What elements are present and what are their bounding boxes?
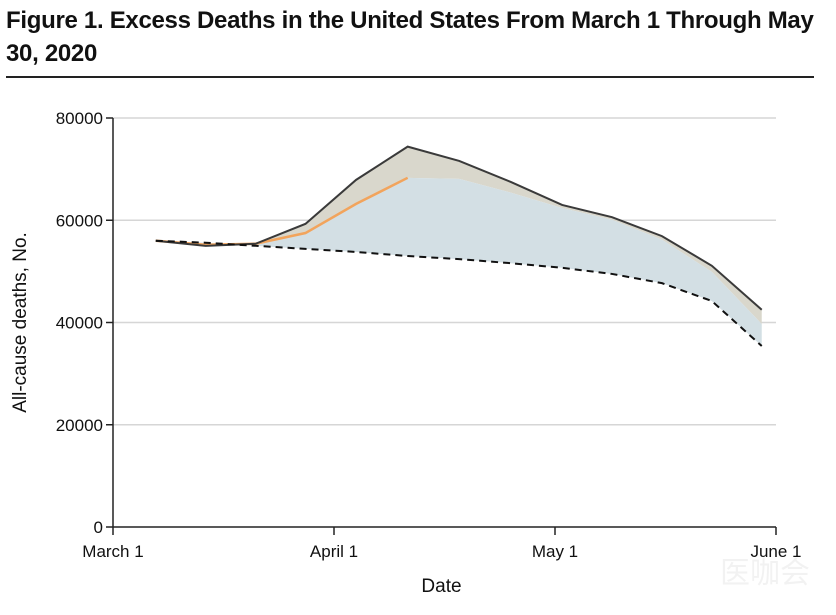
x-tick-label: May 1 [532, 542, 578, 561]
title-rule [6, 76, 814, 78]
covid-deaths-area [155, 177, 762, 347]
y-tick-label: 40000 [56, 314, 103, 333]
y-tick-label: 60000 [56, 211, 103, 230]
x-axis-label: Date [421, 576, 461, 597]
y-tick-label: 0 [94, 518, 103, 537]
watermark-logo: 医咖会 [720, 557, 810, 590]
figure-title: Figure 1. Excess Deaths in the United St… [6, 7, 814, 67]
y-tick-label: 20000 [56, 416, 103, 435]
y-tick-label: 80000 [56, 109, 103, 128]
y-axis-label: All-cause deaths, No. [10, 232, 31, 413]
x-tick-label: June 1 [750, 542, 801, 561]
x-tick-label: April 1 [310, 542, 358, 561]
expected-deaths-line [155, 239, 763, 347]
total-deaths-line [155, 145, 763, 311]
x-tick-label: March 1 [82, 542, 143, 561]
